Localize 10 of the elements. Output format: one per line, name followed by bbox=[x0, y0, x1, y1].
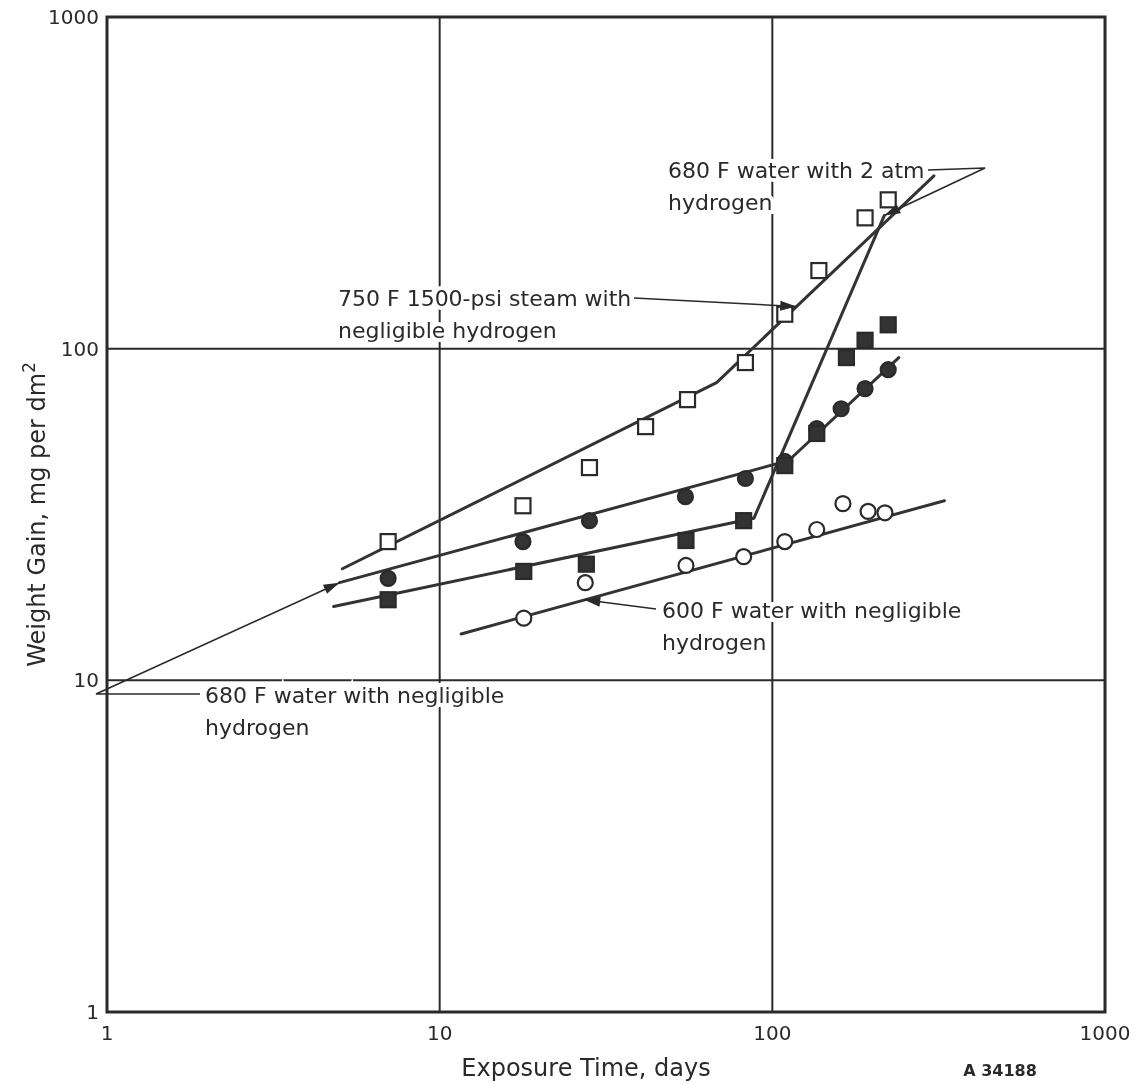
y-tick-label: 10 bbox=[73, 668, 99, 693]
x-tick-label: 1 bbox=[100, 1021, 114, 1045]
x-axis-title: Exposure Time, days bbox=[461, 1054, 711, 1082]
y-tick-label: 1 bbox=[86, 1000, 99, 1024]
y-tick-label: 100 bbox=[60, 336, 99, 361]
text: A 34188 bbox=[963, 1061, 1037, 1080]
x-tick-label: 100 bbox=[753, 1021, 792, 1045]
y-tick-label: 1000 bbox=[48, 5, 99, 29]
x-tick-label: 10 bbox=[426, 1021, 453, 1045]
x-tick-label: 1000 bbox=[1079, 1021, 1131, 1045]
